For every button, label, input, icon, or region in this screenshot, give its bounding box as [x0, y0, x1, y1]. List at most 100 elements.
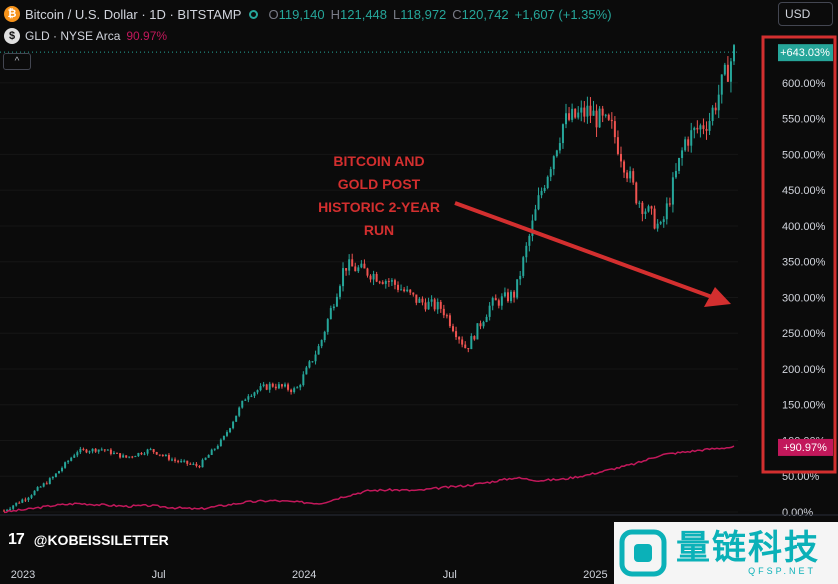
candle-body — [12, 505, 15, 509]
candle-body — [219, 439, 222, 446]
annotation-line-1: BITCOIN AND — [333, 153, 425, 169]
y-tick-label: 0.00% — [782, 507, 813, 519]
candle-body — [21, 499, 24, 503]
candle-body — [409, 289, 412, 293]
candle-body — [503, 292, 506, 297]
currency-label: USD — [785, 7, 811, 21]
btc-last-value-box — [778, 44, 833, 62]
market-status-icon — [249, 9, 259, 19]
candle-body — [381, 282, 384, 284]
x-tick-label: 2025 — [583, 569, 607, 581]
candle-body — [513, 291, 516, 298]
candle-body — [378, 281, 381, 283]
candle-body — [674, 170, 677, 178]
candle-body — [687, 139, 690, 146]
candle-body — [705, 128, 708, 131]
candle-body — [647, 206, 650, 212]
symbol-legend[interactable]: ₿ Bitcoin / U.S. Dollar · 1D · BITSTAMP … — [4, 6, 612, 22]
candle-body — [320, 340, 323, 347]
candle-body — [540, 191, 543, 196]
candle-body — [372, 273, 375, 280]
author-handle: @KOBEISSILETTER — [33, 532, 169, 548]
candle-body — [116, 452, 119, 454]
candle-body — [164, 455, 167, 457]
candle-body — [317, 346, 320, 355]
watermark-url: QFSP.NET — [748, 566, 816, 576]
bitcoin-coin-icon: ₿ — [4, 6, 20, 22]
tradingview-logo-icon[interactable]: 17 — [8, 531, 25, 548]
compare-legend[interactable]: $ GLD · NYSE Arca 90.97% — [4, 28, 167, 44]
y-tick-label: 200.00% — [782, 364, 826, 376]
candle-body — [210, 449, 213, 455]
candle-body — [580, 107, 583, 113]
candle-body — [366, 268, 369, 276]
ohlc-open: O119,140 — [268, 6, 325, 22]
candle-body — [418, 298, 421, 303]
candle-body — [149, 449, 152, 451]
candle-body — [253, 392, 256, 396]
candle-body — [222, 435, 225, 440]
candle-body — [442, 308, 445, 316]
candle-body — [122, 455, 125, 458]
candle-body — [693, 127, 696, 131]
candle-body — [308, 361, 311, 368]
candle-body — [311, 361, 314, 363]
gld-symbol-icon: $ — [4, 28, 20, 44]
candle-body — [451, 326, 454, 332]
annotation-line-4: RUN — [363, 222, 395, 238]
candle-body — [641, 202, 644, 215]
candle-body — [284, 384, 287, 387]
candle-body — [668, 203, 671, 205]
candle-body — [143, 453, 146, 455]
candle-body — [546, 176, 549, 188]
gld-series — [3, 445, 735, 514]
candle-body — [64, 462, 67, 468]
candle-body — [204, 457, 207, 460]
candle-body — [3, 510, 5, 512]
candle-body — [48, 478, 51, 484]
candle-body — [338, 286, 341, 297]
candle-body — [516, 279, 519, 298]
candle-body — [662, 219, 665, 222]
candle-body — [482, 322, 485, 327]
y-tick-label: 500.00% — [782, 149, 826, 161]
candle-body — [119, 453, 122, 458]
candle-body — [348, 259, 351, 271]
candle-body — [455, 331, 458, 338]
candle-body — [510, 291, 513, 302]
candle-body — [473, 336, 476, 340]
candle-body — [207, 454, 210, 458]
compare-title: GLD · NYSE Arca — [25, 29, 121, 43]
candle-body — [235, 415, 238, 422]
candle-body — [583, 107, 586, 117]
gld-last-value-box — [778, 438, 833, 456]
candle-body — [650, 206, 653, 209]
candle-body — [400, 289, 403, 291]
candle-body — [519, 275, 522, 280]
candle-body — [589, 105, 592, 116]
symbol-title: Bitcoin / U.S. Dollar · 1D · BITSTAMP — [25, 6, 242, 22]
candle-body — [274, 386, 277, 389]
candle-body — [262, 384, 265, 387]
y-tick-label: 400.00% — [782, 221, 826, 233]
ohlc-close: C120,742 — [452, 6, 509, 22]
candle-body — [247, 396, 250, 400]
currency-select[interactable]: USD — [778, 2, 833, 26]
candle-body — [531, 220, 534, 236]
candle-body — [561, 124, 564, 144]
collapse-legend-button[interactable]: ^ — [3, 53, 31, 70]
candle-body — [290, 389, 293, 393]
watermark-logo-icon — [619, 529, 667, 577]
candle-body — [177, 460, 180, 462]
arrow-shaft — [454, 201, 713, 299]
candle-body — [67, 460, 70, 463]
candle-body — [335, 296, 338, 307]
candle-body — [665, 203, 668, 220]
candle-body — [45, 483, 48, 485]
candle-body — [485, 316, 488, 323]
candle-body — [131, 456, 134, 458]
candle-body — [720, 74, 723, 95]
candle-body — [195, 463, 198, 466]
candle-body — [464, 344, 467, 349]
